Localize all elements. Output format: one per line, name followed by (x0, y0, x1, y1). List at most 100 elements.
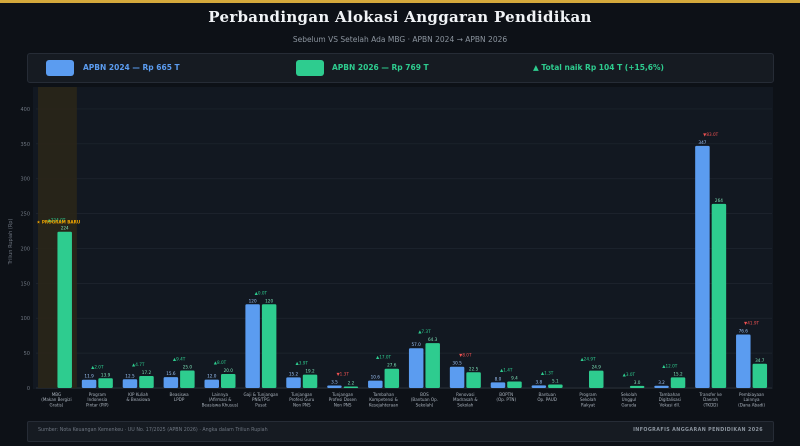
x-tick-label: (Afirmasi & (209, 397, 233, 402)
value-label-2026: 224 (61, 226, 69, 231)
bar-apbn-2026 (589, 370, 604, 388)
bar-apbn-2026 (180, 370, 195, 388)
footer-bar: Sumber: Nota Keuangan Kemenkeu · UU No. … (27, 421, 774, 442)
value-label-2024: 3.2 (658, 380, 665, 385)
change-label: ▲224.0T (48, 218, 66, 223)
x-tick-label: Pusat (255, 402, 267, 407)
legend-total-increase: ▲ Total naik Rp 104 T (+15,6%) (533, 63, 664, 72)
change-label: ▼83.0T (703, 132, 719, 137)
bar-apbn-2026 (670, 377, 686, 388)
x-tick-label: KIP Kuliah (128, 392, 149, 397)
bar-apbn-2024 (531, 385, 547, 388)
legend-swatch-2026 (296, 60, 324, 76)
x-tick-label: Kesejahteraan (369, 402, 399, 407)
bar-apbn-2026 (548, 384, 563, 388)
bar-apbn-2024 (245, 304, 260, 388)
x-tick-label: Lainnya (212, 392, 229, 397)
y-tick-label: 400 (20, 107, 30, 113)
value-label-2024: 15.2 (289, 371, 299, 376)
x-tick-label: MBG (52, 392, 61, 397)
bar-apbn-2024 (286, 377, 301, 388)
bar-apbn-2026 (425, 343, 440, 388)
bar-apbn-2024 (122, 379, 138, 388)
value-label-2024: 8.0 (495, 376, 502, 381)
y-tick-label: 300 (20, 177, 30, 183)
value-label-2026: 9.4 (511, 375, 518, 380)
x-tick-label: Renovasi (456, 392, 474, 397)
change-label: ▼8.0T (459, 353, 472, 358)
change-label: ▲4.7T (132, 362, 145, 367)
y-axis-label: Triliun Rupiah (Rp) (8, 219, 14, 266)
x-tick-label: Profesi Guru (289, 397, 314, 402)
value-label-2026: 5.1 (552, 378, 559, 383)
x-tick-label: Tambahan (658, 392, 681, 397)
bar-apbn-2024 (449, 366, 465, 388)
change-label: ▲3.0T (623, 372, 636, 377)
value-label-2026: 24.9 (592, 365, 602, 370)
x-tick-label: PNS/TPG (252, 397, 270, 402)
footer-brand: INFOGRAFIS ANGGARAN PENDIDIKAN 2026 (633, 428, 763, 433)
value-label-2024: 15.6 (166, 371, 176, 376)
bar-apbn-2024 (327, 385, 342, 388)
new-program-annotation: ★ PROGRAM BARU (37, 220, 81, 225)
x-tick-label: & Beasiswa (126, 397, 150, 402)
value-label-2026: 20.0 (224, 368, 234, 373)
bar-apbn-2026 (629, 385, 645, 388)
value-label-2026: 2.2 (348, 380, 355, 385)
value-label-2024: 11.9 (84, 374, 94, 379)
change-label: ▲8.0T (214, 360, 227, 365)
x-tick-label: Digitalisasi (659, 397, 681, 402)
value-label-2024: 57.0 (412, 342, 422, 347)
x-tick-label: Beasiswa (170, 392, 190, 397)
x-tick-label: Profesi Dosen (329, 397, 357, 402)
x-tick-label: Pintar (PIP) (86, 402, 109, 407)
bar-apbn-2026 (711, 203, 727, 388)
y-tick-label: 150 (20, 281, 30, 287)
legend-label-2024: APBN 2024 — Rp 665 T (83, 63, 180, 72)
bar-apbn-2024 (368, 380, 383, 388)
value-label-2026: 264 (715, 198, 723, 203)
value-label-2026: 13.9 (101, 372, 111, 377)
value-label-2026: 64.3 (428, 337, 438, 342)
x-tick-label: (Dana Abadi) (738, 402, 765, 407)
x-tick-label: LPDP (174, 397, 185, 402)
change-label: ▲24.9T (580, 357, 596, 362)
x-tick-label: Daerah (703, 397, 718, 402)
value-label-2024: 10.6 (371, 375, 381, 380)
x-tick-label: Bantuan (539, 392, 557, 397)
value-label-2026: 3.0 (634, 380, 641, 385)
x-tick-label: Tunjangan (290, 392, 312, 397)
x-tick-label: Beasiswa Khusus) (202, 402, 239, 407)
bar-apbn-2026 (221, 374, 236, 388)
bar-apbn-2026 (466, 372, 481, 388)
top-accent-line (0, 0, 800, 3)
bar-apbn-2024 (163, 377, 179, 388)
bar-apbn-2024 (695, 145, 710, 388)
footer-source: Sumber: Nota Keuangan Kemenkeu · UU No. … (38, 428, 268, 433)
change-label: ▼41.9T (744, 321, 760, 326)
plot-area (33, 87, 773, 389)
x-tick-label: Madrasah & (453, 397, 478, 402)
x-tick-label: Non PNS (293, 402, 311, 407)
y-tick-label: 0 (27, 386, 30, 392)
x-tick-label: (Makan Bergizi (41, 397, 71, 402)
x-tick-label: Pembiayaan (739, 392, 765, 397)
x-tick-label: Rakyat (581, 402, 595, 407)
page-subtitle: Sebelum VS Setelah Ada MBG · APBN 2024 →… (292, 35, 508, 44)
bar-apbn-2026 (752, 363, 768, 388)
change-label: ▲7.3T (418, 329, 431, 334)
x-tick-label: Program (89, 392, 106, 397)
bar-apbn-2026 (98, 378, 113, 388)
value-label-2024: 12.0 (207, 374, 217, 379)
value-label-2026: 15.2 (673, 371, 683, 376)
bar-apbn-2024 (408, 348, 424, 388)
x-tick-label: (TKDD) (703, 402, 718, 407)
value-label-2026: 19.2 (305, 369, 315, 374)
change-label: ▲17.0T (376, 355, 392, 360)
change-label: ▲2.0T (91, 364, 104, 369)
bar-apbn-2026 (384, 368, 400, 388)
bar-apbn-2026 (261, 304, 277, 388)
change-label: ▲12.0T (662, 363, 678, 368)
value-label-2026: 120 (265, 298, 273, 303)
legend-label-2026: APBN 2026 — Rp 769 T (332, 63, 429, 72)
